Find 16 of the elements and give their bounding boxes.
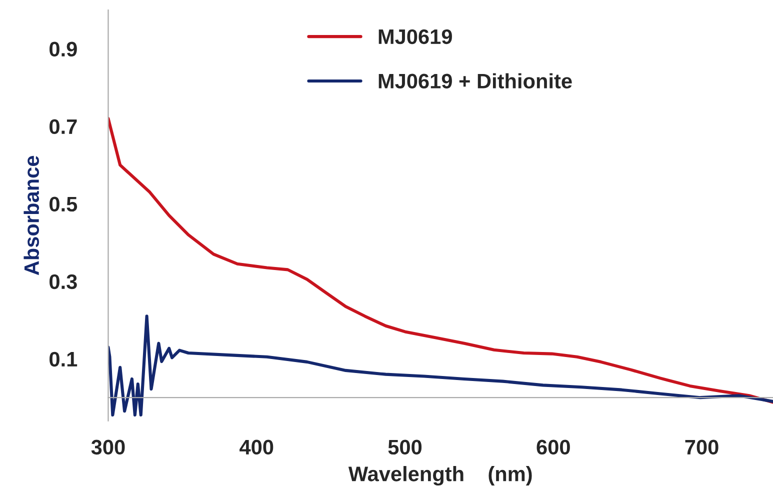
line-series xyxy=(108,117,773,404)
y-tick-label: 0.3 xyxy=(50,274,77,290)
x-axis-title: Wavelength (nm) xyxy=(348,466,532,486)
x-tick-label: 500 xyxy=(388,440,422,455)
y-tick-label: 0.1 xyxy=(50,352,78,367)
y-tick-label: 0.7 xyxy=(50,119,77,134)
y-tick-label: 0.9 xyxy=(50,42,77,57)
x-tick-label: 700 xyxy=(685,440,718,455)
x-tick-label: 300 xyxy=(91,440,125,455)
line-series xyxy=(108,314,773,417)
y-axis-title: Absorbance xyxy=(24,156,40,276)
y-tick-label: 0.5 xyxy=(50,196,78,212)
legend-label: MJ0619 xyxy=(378,29,452,44)
x-tick-label: 600 xyxy=(536,440,570,455)
legend-label: MJ0619 + Dithionite xyxy=(378,73,572,88)
x-tick-label: 400 xyxy=(240,440,274,455)
